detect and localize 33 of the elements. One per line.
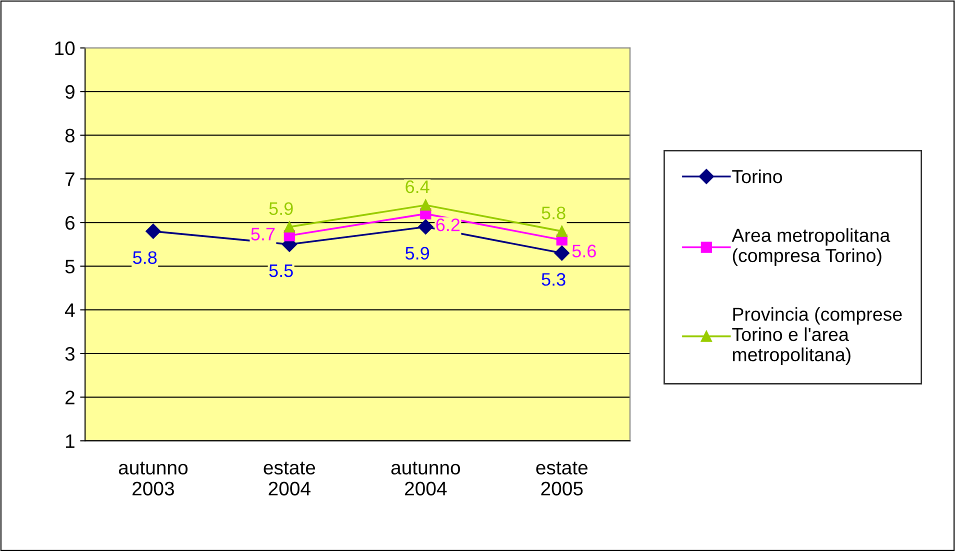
legend-label: Torino: [732, 169, 782, 184]
point: [418, 219, 434, 234]
data-label: 6.2: [436, 218, 460, 232]
point: [146, 224, 161, 239]
data-label: 5.6: [572, 244, 596, 258]
y-tick-label: 7: [66, 172, 74, 186]
y-tick-label: 9: [65, 85, 74, 99]
legend-label: Provincia (comprese Torino e l'area metropolitana): [732, 307, 902, 365]
point: [420, 200, 432, 211]
data-label: 6.4: [406, 180, 430, 194]
y-tick-label: 3: [65, 346, 75, 361]
y-tick-label: 8: [65, 128, 75, 142]
x-tick-label: autunno 2003: [118, 462, 188, 496]
data-label: 5.9: [269, 202, 293, 216]
point: [554, 246, 570, 261]
y-tick-label: 5: [65, 260, 75, 274]
y-tick-label: 10: [55, 41, 75, 56]
x-tick-label: estate 2005: [536, 462, 588, 496]
data-label: 5.3: [542, 273, 566, 286]
data-label: 5.8: [542, 206, 566, 220]
point: [284, 221, 295, 232]
point: [556, 226, 568, 237]
y-tick-label: 4: [64, 304, 75, 317]
legend-label: Area metropolitana (compresa Torino): [732, 228, 890, 266]
x-tick-label: autunno 2004: [391, 462, 460, 496]
x-tick-label: estate 2004: [264, 462, 316, 496]
data-label: 5.9: [406, 246, 430, 260]
y-tick-label: 6: [66, 216, 75, 230]
data-label: 5.5: [269, 264, 293, 278]
y-tick-label: 1: [66, 434, 74, 448]
data-label: 5.7: [251, 228, 275, 240]
data-label: 5.8: [133, 251, 157, 264]
y-tick-label: 2: [66, 390, 74, 404]
